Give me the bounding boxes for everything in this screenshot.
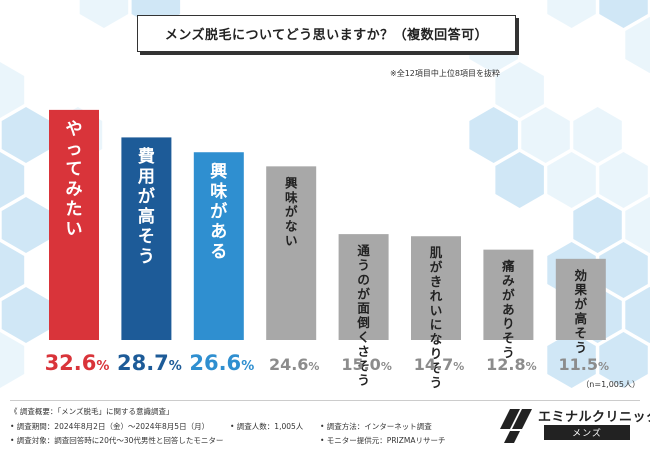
- logo-mark-icon: [500, 409, 532, 443]
- category-label-3: 興味がある: [210, 161, 227, 262]
- hexagon-shape: [599, 152, 648, 208]
- sample-size: （n=1,005人）: [581, 380, 640, 389]
- value-label-2: 28.7%: [117, 351, 182, 375]
- logo-subtitle: メンズ: [544, 425, 630, 440]
- hexagon-shape: [495, 152, 544, 208]
- value-label-8: 11.5%: [559, 355, 610, 374]
- category-label-8: 効果が高そう: [574, 268, 588, 355]
- survey-overview: 《 調査概要：「メンズ脱毛」に関する意識調査」: [10, 407, 174, 416]
- excerpt-note: ※全12項目中上位8項目を抜粋: [390, 69, 500, 78]
- hexagon-shape: [79, 0, 129, 28]
- hexagon-shape: [625, 197, 650, 253]
- hexagon-shape: [1, 287, 51, 343]
- survey-count: • 調査人数：1,005人: [230, 422, 304, 431]
- hexagon-shape: [547, 0, 596, 28]
- survey-method: • 調査方法：インターネット調査: [320, 422, 432, 431]
- survey-period: • 調査期間：2024年8月2日（金）〜2024年8月5日（月）: [10, 422, 210, 431]
- hexagon-shape: [625, 17, 650, 73]
- hexagon-shape: [1, 107, 51, 163]
- category-label-5: 通うのが面倒くさそう: [356, 243, 370, 388]
- value-label-6: 14.7%: [414, 355, 465, 374]
- hexagon-shape: [573, 107, 622, 163]
- category-label-6: 肌がきれいになりそう: [429, 245, 443, 390]
- category-label-4: 興味がない: [285, 175, 298, 248]
- logo-name: エミナルクリニック: [538, 410, 650, 425]
- category-label-1: やってみたい: [66, 120, 83, 240]
- bar-6: [411, 236, 461, 340]
- hexagon-shape: [573, 197, 622, 253]
- category-label-7: 痛みがありそう: [501, 259, 515, 360]
- hexagon-shape: [599, 0, 648, 28]
- bar-1: [49, 109, 99, 340]
- hexagon-shape: [0, 152, 25, 208]
- hexagon-shape: [521, 107, 570, 163]
- bar-chart: やってみたい 32.6% 費用が高そう 28.7% 興味がある 26.6% 興味がない 24.…: [45, 109, 610, 390]
- survey-provider: • モニター提供元：PRIZMAリサーチ: [320, 436, 446, 445]
- bar-3: [193, 152, 244, 340]
- chart-title: メンズ脱毛についてどう思いますか？（複数回答可）: [137, 15, 516, 52]
- hexagon-shape: [0, 242, 25, 298]
- category-label-2: 費用が高そう: [138, 146, 155, 267]
- bar-5: [338, 234, 389, 340]
- hexagon-shape: [599, 242, 648, 298]
- clinic-logo: エミナルクリニック メンズ: [498, 403, 650, 447]
- bar-7: [483, 249, 534, 340]
- hexagon-shape: [469, 107, 518, 163]
- hexagon-shape: [625, 287, 650, 343]
- bar-8: [555, 258, 606, 340]
- footer: [0, 400, 650, 450]
- value-label-1: 32.6%: [45, 351, 110, 375]
- hexagon-shape: [547, 152, 596, 208]
- survey-target: • 調査対象：調査回答時に20代〜30代男性と回答したモニター: [10, 436, 224, 445]
- value-label-3: 26.6%: [189, 351, 254, 375]
- hexagon-shape: [0, 62, 25, 118]
- value-label-4: 24.6%: [269, 355, 320, 374]
- value-label-5: 15.0%: [341, 355, 392, 374]
- hexagon-shape: [1, 197, 51, 253]
- bar-4: [266, 166, 317, 340]
- value-label-7: 12.8%: [486, 355, 537, 374]
- bar-2: [121, 137, 172, 340]
- hexagon-shape: [495, 62, 544, 118]
- footer-divider: [10, 400, 640, 401]
- hexagon-shape: [599, 332, 648, 388]
- hexagon-shape: [547, 332, 596, 388]
- hexagon-shape: [0, 332, 25, 388]
